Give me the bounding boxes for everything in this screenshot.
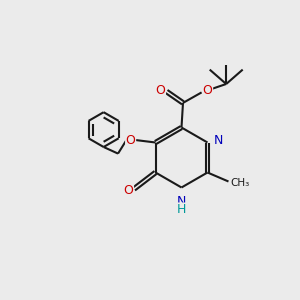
Text: CH₃: CH₃ (230, 178, 249, 188)
Text: N: N (177, 195, 186, 208)
Text: O: O (126, 134, 136, 147)
Text: O: O (156, 83, 165, 97)
Text: O: O (203, 84, 212, 97)
Text: O: O (124, 184, 134, 197)
Text: H: H (177, 203, 186, 216)
Text: N: N (214, 134, 223, 148)
